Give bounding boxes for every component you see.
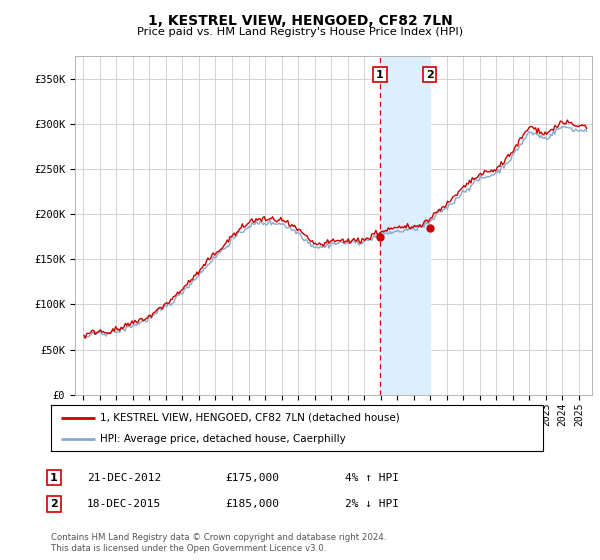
Text: 2: 2 bbox=[50, 499, 58, 509]
Text: HPI: Average price, detached house, Caerphilly: HPI: Average price, detached house, Caer… bbox=[100, 435, 346, 444]
Text: £175,000: £175,000 bbox=[225, 473, 279, 483]
Text: This data is licensed under the Open Government Licence v3.0.: This data is licensed under the Open Gov… bbox=[51, 544, 326, 553]
Text: £185,000: £185,000 bbox=[225, 499, 279, 509]
Text: 1, KESTREL VIEW, HENGOED, CF82 7LN (detached house): 1, KESTREL VIEW, HENGOED, CF82 7LN (deta… bbox=[100, 413, 400, 423]
Text: 2% ↓ HPI: 2% ↓ HPI bbox=[345, 499, 399, 509]
Text: 2: 2 bbox=[425, 69, 433, 80]
Text: 1: 1 bbox=[376, 69, 384, 80]
Text: 21-DEC-2012: 21-DEC-2012 bbox=[87, 473, 161, 483]
Text: 1, KESTREL VIEW, HENGOED, CF82 7LN: 1, KESTREL VIEW, HENGOED, CF82 7LN bbox=[148, 14, 452, 28]
Text: 1: 1 bbox=[50, 473, 58, 483]
Text: Price paid vs. HM Land Registry's House Price Index (HPI): Price paid vs. HM Land Registry's House … bbox=[137, 27, 463, 37]
Text: 4% ↑ HPI: 4% ↑ HPI bbox=[345, 473, 399, 483]
Text: 18-DEC-2015: 18-DEC-2015 bbox=[87, 499, 161, 509]
Text: Contains HM Land Registry data © Crown copyright and database right 2024.: Contains HM Land Registry data © Crown c… bbox=[51, 533, 386, 542]
Bar bbox=[380, 56, 430, 395]
